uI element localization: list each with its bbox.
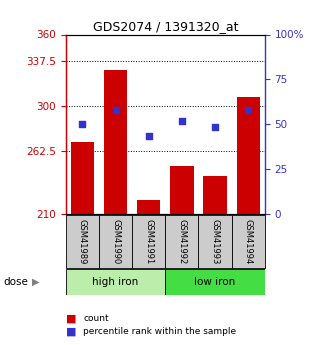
Text: ■: ■ — [66, 327, 76, 337]
FancyBboxPatch shape — [66, 269, 165, 295]
Point — [146, 134, 151, 139]
FancyBboxPatch shape — [66, 215, 99, 268]
Text: GSM41989: GSM41989 — [78, 219, 87, 264]
Title: GDS2074 / 1391320_at: GDS2074 / 1391320_at — [92, 20, 238, 33]
FancyBboxPatch shape — [232, 215, 265, 268]
Text: low iron: low iron — [195, 277, 236, 287]
Text: GSM41994: GSM41994 — [244, 219, 253, 264]
Point — [113, 107, 118, 112]
FancyBboxPatch shape — [132, 215, 165, 268]
Text: dose: dose — [3, 277, 28, 287]
Point — [213, 124, 218, 129]
Bar — [237, 97, 260, 214]
Text: high iron: high iron — [92, 277, 139, 287]
Bar — [170, 166, 194, 214]
Text: count: count — [83, 314, 109, 323]
Text: percentile rank within the sample: percentile rank within the sample — [83, 327, 237, 336]
Text: ▶: ▶ — [32, 277, 39, 287]
Text: ■: ■ — [66, 314, 76, 324]
FancyBboxPatch shape — [165, 269, 265, 295]
Bar — [71, 142, 94, 214]
Point — [246, 107, 251, 112]
Text: GSM41990: GSM41990 — [111, 219, 120, 264]
FancyBboxPatch shape — [165, 215, 198, 268]
Text: GSM41993: GSM41993 — [211, 219, 220, 264]
FancyBboxPatch shape — [99, 215, 132, 268]
Bar — [204, 176, 227, 214]
Point — [179, 118, 185, 124]
Point — [80, 121, 85, 127]
Bar — [104, 70, 127, 214]
FancyBboxPatch shape — [198, 215, 232, 268]
Text: GSM41991: GSM41991 — [144, 219, 153, 264]
Text: GSM41992: GSM41992 — [178, 219, 187, 264]
Bar — [137, 199, 160, 214]
